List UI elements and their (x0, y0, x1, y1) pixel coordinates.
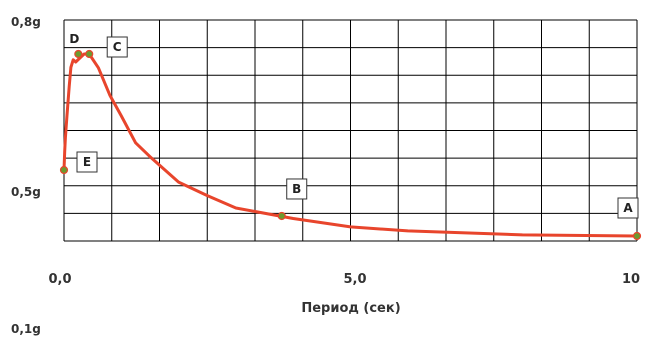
grid (63, 19, 638, 242)
point-e (59, 165, 69, 175)
point-label-c: C (113, 40, 122, 54)
label-box-e (76, 151, 98, 173)
point-label-d: D (69, 32, 79, 46)
point-c (85, 49, 94, 59)
point-b (277, 211, 286, 221)
point-label-b: B (292, 182, 301, 196)
label-box-b (286, 178, 308, 200)
x-tick-label: 10 (622, 272, 640, 287)
y-tick-label: 0,5g (11, 185, 41, 199)
point-d (74, 49, 83, 59)
x-axis-title: Период (сек) (301, 301, 400, 316)
y-tick-label: 0,1g (11, 322, 41, 336)
x-tick-label: 0,0 (48, 272, 71, 287)
spectrum-line (62, 52, 639, 238)
key-points: E D C B A (59, 32, 642, 241)
point-a (632, 231, 642, 241)
series-line (62, 52, 639, 238)
label-box-a (617, 197, 639, 219)
x-tick-label: 5,0 (343, 272, 366, 287)
tick-labels: 0,0 5,0 10 0,8g 0,5g 0,1g (11, 15, 640, 336)
point-label-a: A (623, 201, 633, 215)
label-box-c (106, 36, 128, 58)
y-tick-label: 0,8g (11, 15, 41, 29)
point-label-e: E (83, 155, 91, 169)
